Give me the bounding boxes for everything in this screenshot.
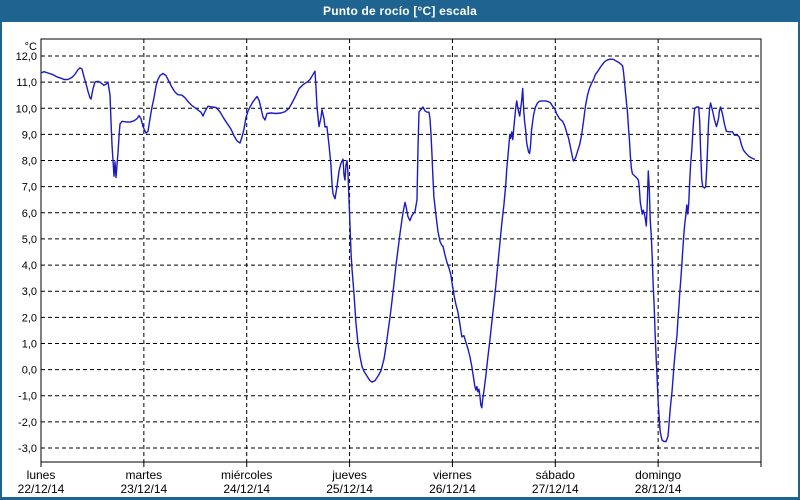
y-axis-tick-label: 0,0 bbox=[22, 365, 37, 377]
y-axis-unit-label: °C bbox=[25, 41, 37, 53]
x-axis-date-label: 25/12/14 bbox=[326, 482, 373, 496]
y-axis-tick-label: 1,0 bbox=[22, 338, 37, 350]
y-axis-tick-label: 6,0 bbox=[22, 208, 37, 220]
x-axis-date-label: 28/12/14 bbox=[635, 482, 682, 496]
y-axis-tick-label: 11,0 bbox=[16, 77, 37, 89]
y-axis-tick-label: -3,0 bbox=[18, 443, 37, 455]
y-axis-tick-label: 3,0 bbox=[22, 286, 37, 298]
dewpoint-chart: 12,0 11,0 10,0 9,0 8,0 7,0 6,0 5,0 4,0 3,0 2,0 1,0 0… bbox=[16, 38, 762, 496]
y-axis-tick-label: -1,0 bbox=[18, 391, 37, 403]
y-axis-tick-label: 2,0 bbox=[22, 312, 37, 324]
dewpoint-line bbox=[40, 58, 756, 443]
y-axis-tick-label: 5,0 bbox=[22, 234, 37, 246]
x-axis-day-label: martes bbox=[126, 468, 163, 482]
y-axis-tick-label: -2,0 bbox=[18, 417, 37, 429]
x-axis-day-label: lunes bbox=[27, 468, 56, 482]
x-axis-day-label: domingo bbox=[635, 468, 681, 482]
y-axis-tick-label: 12,0 bbox=[16, 51, 37, 63]
title-bar: Punto de rocío [°C] escala bbox=[0, 0, 800, 22]
x-axis-day-label: miércoles bbox=[221, 468, 272, 482]
x-axis-date-label: 24/12/14 bbox=[223, 482, 270, 496]
x-axis-date-label: 27/12/14 bbox=[532, 482, 579, 496]
x-axis-day-label: jueves bbox=[331, 468, 367, 482]
x-axis-date-label: 23/12/14 bbox=[120, 482, 167, 496]
y-axis-tick-label: 4,0 bbox=[22, 260, 37, 272]
x-axis-day-label: sábado bbox=[536, 468, 576, 482]
y-axis-tick-label: 8,0 bbox=[22, 156, 37, 168]
chart-title: Punto de rocío [°C] escala bbox=[322, 4, 478, 18]
x-axis-date-label: 26/12/14 bbox=[429, 482, 476, 496]
y-axis-tick-label: 9,0 bbox=[22, 129, 37, 141]
plot-border bbox=[40, 38, 762, 463]
y-axis-tick-label: 7,0 bbox=[22, 182, 37, 194]
x-axis-date-label: 22/12/14 bbox=[18, 482, 65, 496]
y-axis-tick-label: 10,0 bbox=[16, 103, 37, 115]
x-axis-day-label: viernes bbox=[433, 468, 472, 482]
